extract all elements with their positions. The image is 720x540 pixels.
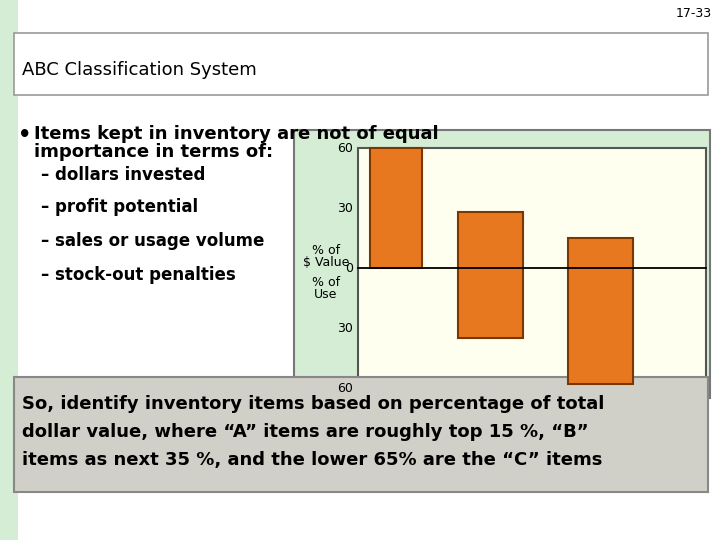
Text: importance in terms of:: importance in terms of: <box>34 143 273 161</box>
Text: ABC Classification System: ABC Classification System <box>22 61 257 79</box>
Text: A: A <box>390 205 402 224</box>
Text: 17-33: 17-33 <box>676 7 712 20</box>
Text: sales or usage volume: sales or usage volume <box>55 232 264 250</box>
Text: profit potential: profit potential <box>55 198 198 216</box>
Text: % of: % of <box>312 244 340 256</box>
Text: 0: 0 <box>345 261 353 274</box>
Bar <box>0 0 18 540</box>
Text: % of: % of <box>312 275 340 288</box>
Text: –: – <box>40 198 48 216</box>
FancyBboxPatch shape <box>14 377 708 492</box>
Text: dollar value, where “A” items are roughly top 15 %, “B”: dollar value, where “A” items are roughl… <box>22 423 589 441</box>
Text: 60: 60 <box>337 381 353 395</box>
Bar <box>458 212 523 338</box>
Bar <box>370 148 422 268</box>
Text: stock-out penalties: stock-out penalties <box>55 266 235 284</box>
Text: –: – <box>40 166 48 184</box>
Text: –: – <box>40 266 48 284</box>
Text: B: B <box>484 261 498 280</box>
Text: Use: Use <box>315 287 338 300</box>
FancyBboxPatch shape <box>14 33 708 95</box>
Text: C: C <box>594 308 607 327</box>
Text: 30: 30 <box>337 321 353 334</box>
Text: dollars invested: dollars invested <box>55 166 205 184</box>
Text: 30: 30 <box>337 201 353 214</box>
Text: items as next 35 %, and the lower 65% are the “C” items: items as next 35 %, and the lower 65% ar… <box>22 451 603 469</box>
Text: 60: 60 <box>337 141 353 154</box>
FancyBboxPatch shape <box>358 148 706 388</box>
Text: •: • <box>18 125 32 145</box>
Bar <box>568 238 633 384</box>
Text: –: – <box>40 232 48 250</box>
Text: So, identify inventory items based on percentage of total: So, identify inventory items based on pe… <box>22 395 604 413</box>
Text: $ Value: $ Value <box>303 255 349 268</box>
Text: Items kept in inventory are not of equal: Items kept in inventory are not of equal <box>34 125 438 143</box>
FancyBboxPatch shape <box>294 130 710 398</box>
